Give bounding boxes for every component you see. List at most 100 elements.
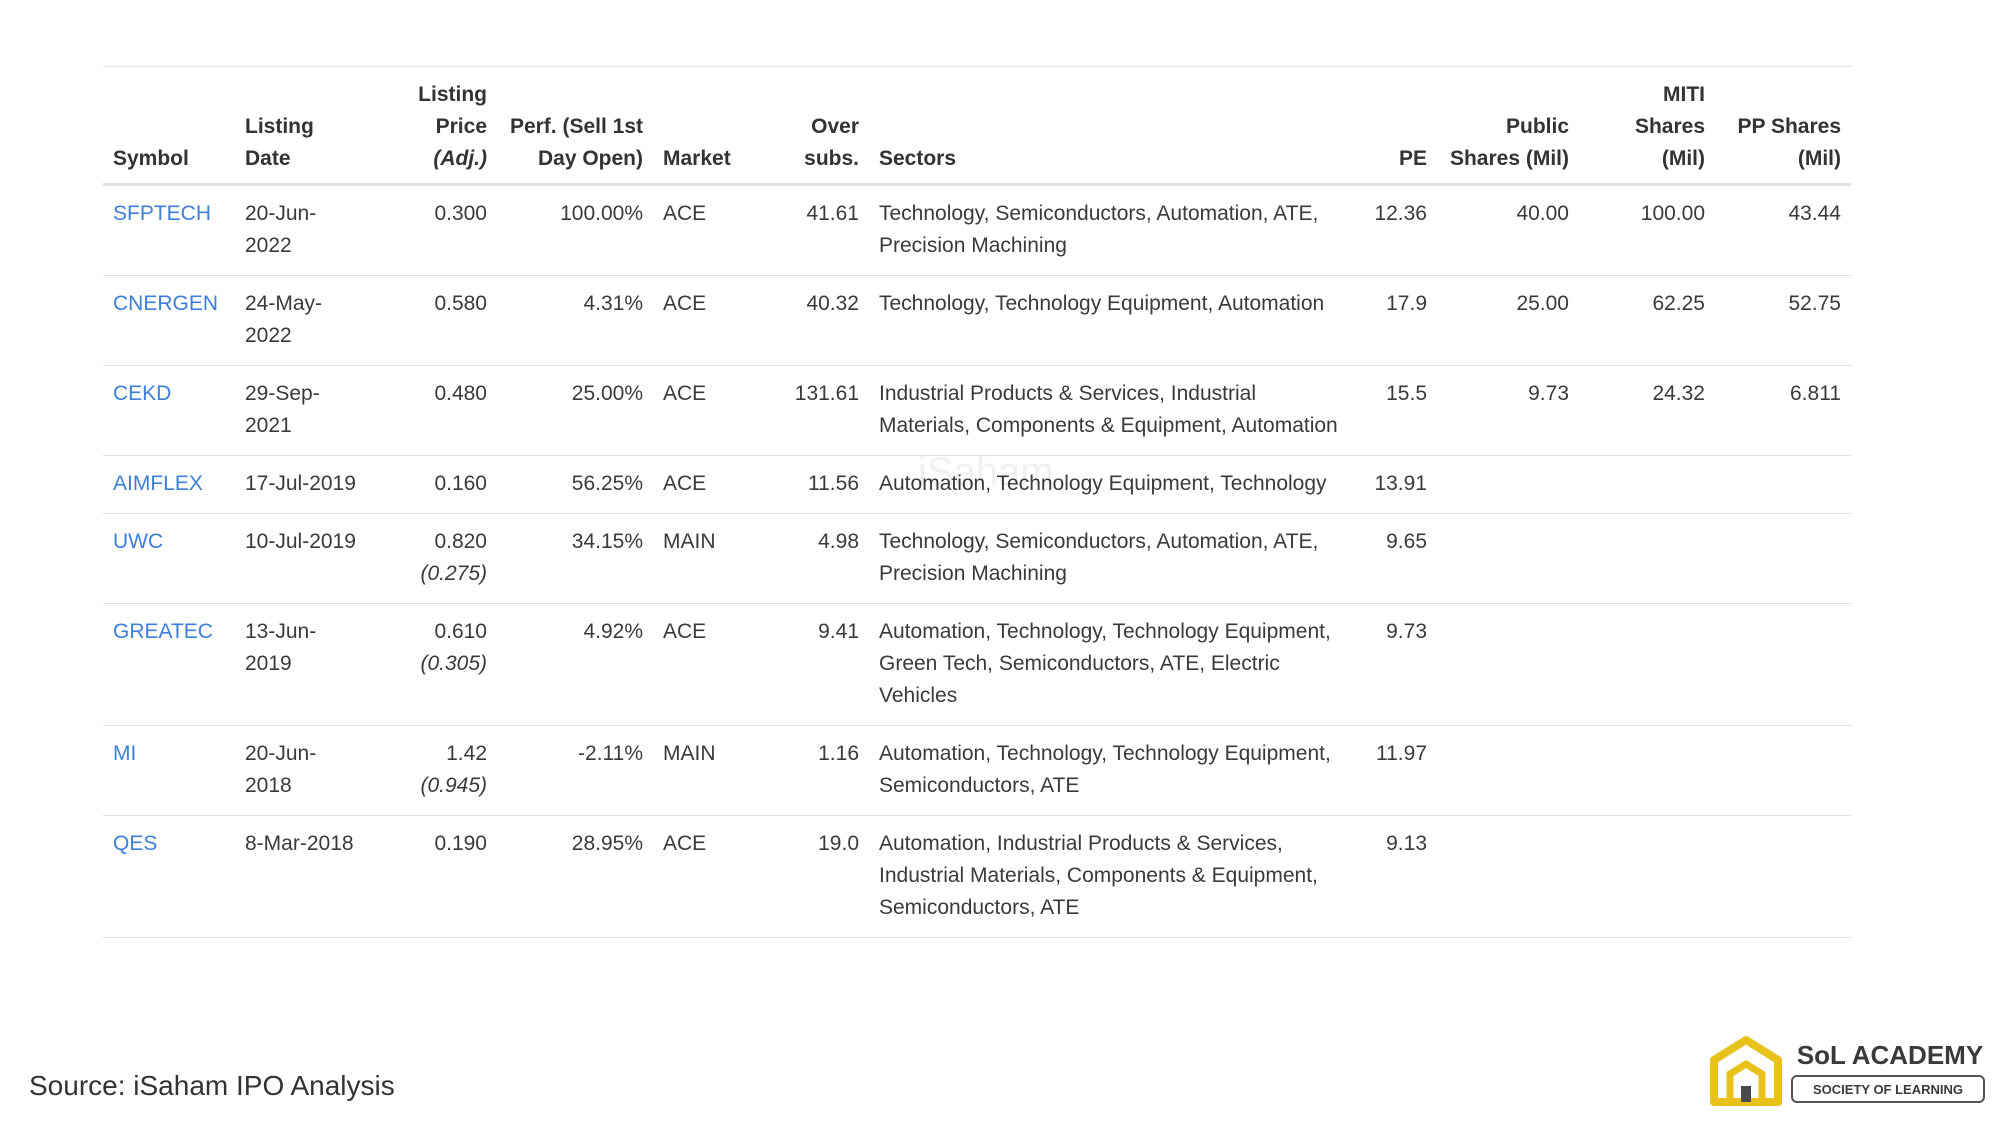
- table-row: AIMFLEX 17-Jul-2019 0.160 56.25% ACE 11.56 Aut…: [103, 455, 1851, 514]
- cell-text: 43.44: [1788, 202, 1841, 225]
- cell-text: Automation, Technology, Technology Equip…: [879, 620, 1331, 707]
- table-cell: 56.25%: [497, 455, 653, 514]
- table-cell: 9.13: [1360, 815, 1437, 938]
- table-cell: 13-Jun-2019: [235, 603, 372, 726]
- cell-text: 24-May-2022: [245, 292, 323, 347]
- column-header: Public Shares (Mil): [1437, 66, 1579, 186]
- cell-text: 40.32: [806, 292, 859, 315]
- table-cell: ACE: [653, 275, 783, 366]
- table-cell: 4.92%: [497, 603, 653, 726]
- table-cell: 11.97: [1360, 725, 1437, 816]
- cell-text: 11.97: [1376, 742, 1427, 765]
- adjusted-price: (0.945): [420, 774, 487, 797]
- header-text: Listing Date: [245, 115, 314, 170]
- listing-price: 0.190: [434, 832, 487, 855]
- cell-text: GREATEC: [113, 620, 213, 643]
- symbol-cell[interactable]: CNERGEN: [103, 275, 235, 366]
- cell-text: 12.36: [1374, 202, 1427, 225]
- symbol-cell[interactable]: GREATEC: [103, 603, 235, 726]
- table-cell: [1715, 455, 1851, 514]
- cell-text: 9.73: [1528, 382, 1569, 405]
- listing-price: 0.480: [434, 382, 487, 405]
- table-cell: 8-Mar-2018: [235, 815, 372, 938]
- table-cell: 9.73: [1360, 603, 1437, 726]
- cell-text: 9.41: [818, 620, 859, 643]
- table-cell: Technology, Semiconductors, Automation, …: [869, 513, 1360, 604]
- listing-price: 0.580: [434, 292, 487, 315]
- cell-text: 13-Jun-2019: [245, 620, 317, 675]
- table-cell: 10-Jul-2019: [235, 513, 372, 604]
- cell-text: -2.11%: [578, 742, 643, 765]
- table-cell: 40.00: [1437, 184, 1579, 276]
- cell-text: 20-Jun-2022: [245, 202, 317, 257]
- symbol-cell[interactable]: AIMFLEX: [103, 455, 235, 514]
- table-row: GREATEC 13-Jun-2019 0.610 (0.305) 4.92% ACE 9.…: [103, 603, 1851, 726]
- table-cell: [1715, 603, 1851, 726]
- cell-text: 17-Jul-2019: [245, 472, 356, 495]
- table-cell: 43.44: [1715, 184, 1851, 276]
- cell-text: Automation, Industrial Products & Servic…: [879, 832, 1318, 919]
- cell-text: 25.00: [1516, 292, 1569, 315]
- cell-text: 40.00: [1516, 202, 1569, 225]
- table-cell: 40.32: [783, 275, 869, 366]
- symbol-cell[interactable]: SFPTECH: [103, 184, 235, 276]
- cell-text: 56.25%: [571, 472, 643, 495]
- table-cell: [1437, 725, 1579, 816]
- cell-text: 9.13: [1386, 832, 1427, 855]
- table-cell: 9.65: [1360, 513, 1437, 604]
- symbol-cell[interactable]: CEKD: [103, 365, 235, 456]
- cell-text: 9.73: [1386, 620, 1427, 643]
- table-row: CNERGEN 24-May-2022 0.580 4.31% ACE 40.32 Tech…: [103, 275, 1851, 366]
- cell-text: 1.16: [818, 742, 859, 765]
- cell-text: MAIN: [663, 530, 716, 553]
- cell-text: ACE: [663, 382, 707, 405]
- header-row: Symbol Listing Date Listing Price (Adj.) Per…: [103, 66, 1851, 186]
- header-text: Public Shares (Mil): [1449, 115, 1569, 170]
- header-text: Symbol: [113, 147, 189, 170]
- cell-text: 41.61: [806, 202, 859, 225]
- cell-text: UWC: [113, 530, 164, 553]
- table-cell: 17-Jul-2019: [235, 455, 372, 514]
- table-cell: [1715, 513, 1851, 604]
- cell-text: AIMFLEX: [113, 472, 203, 495]
- table-cell: 9.41: [783, 603, 869, 726]
- cell-text: 9.65: [1386, 530, 1427, 553]
- table-cell: Industrial Products & Services, Industri…: [869, 365, 1360, 456]
- symbol-cell[interactable]: UWC: [103, 513, 235, 604]
- table-cell: 0.160: [372, 455, 497, 514]
- header-text: MITI Shares (Mil): [1634, 83, 1705, 170]
- table-cell: 41.61: [783, 184, 869, 276]
- symbol-cell[interactable]: QES: [103, 815, 235, 938]
- cell-text: ACE: [663, 202, 707, 225]
- listing-price: 0.610: [434, 620, 487, 643]
- table-cell: 100.00%: [497, 184, 653, 276]
- table-cell: 100.00: [1579, 184, 1715, 276]
- cell-text: ACE: [663, 472, 707, 495]
- header-text: Over subs.: [804, 115, 859, 170]
- table-cell: [1579, 725, 1715, 816]
- cell-text: 29-Sep-2021: [245, 382, 320, 437]
- symbol-cell[interactable]: MI: [103, 725, 235, 816]
- table-cell: 0.480: [372, 365, 497, 456]
- table-cell: 0.300: [372, 184, 497, 276]
- adjusted-price: (0.275): [420, 562, 487, 585]
- cell-text: 13.91: [1374, 472, 1427, 495]
- table-cell: [1437, 513, 1579, 604]
- column-header: MITI Shares (Mil): [1579, 66, 1715, 186]
- listing-price: 0.300: [434, 202, 487, 225]
- table-cell: 25.00%: [497, 365, 653, 456]
- cell-text: 15.5: [1386, 382, 1427, 405]
- table-cell: [1437, 603, 1579, 726]
- cell-text: 19.0: [818, 832, 859, 855]
- column-header: Listing Date: [235, 66, 372, 186]
- cell-text: MAIN: [663, 742, 716, 765]
- table-cell: 131.61: [783, 365, 869, 456]
- ipo-table: Symbol Listing Date Listing Price (Adj.) Per…: [103, 66, 1851, 938]
- cell-text: Technology, Technology Equipment, Automa…: [879, 292, 1325, 315]
- table-cell: Technology, Semiconductors, Automation, …: [869, 184, 1360, 276]
- cell-text: 62.25: [1652, 292, 1705, 315]
- column-header: Over subs.: [783, 66, 869, 186]
- header-text: PP Shares (Mil): [1737, 115, 1841, 170]
- table-cell: 6.811: [1715, 365, 1851, 456]
- cell-text: 34.15%: [571, 530, 643, 553]
